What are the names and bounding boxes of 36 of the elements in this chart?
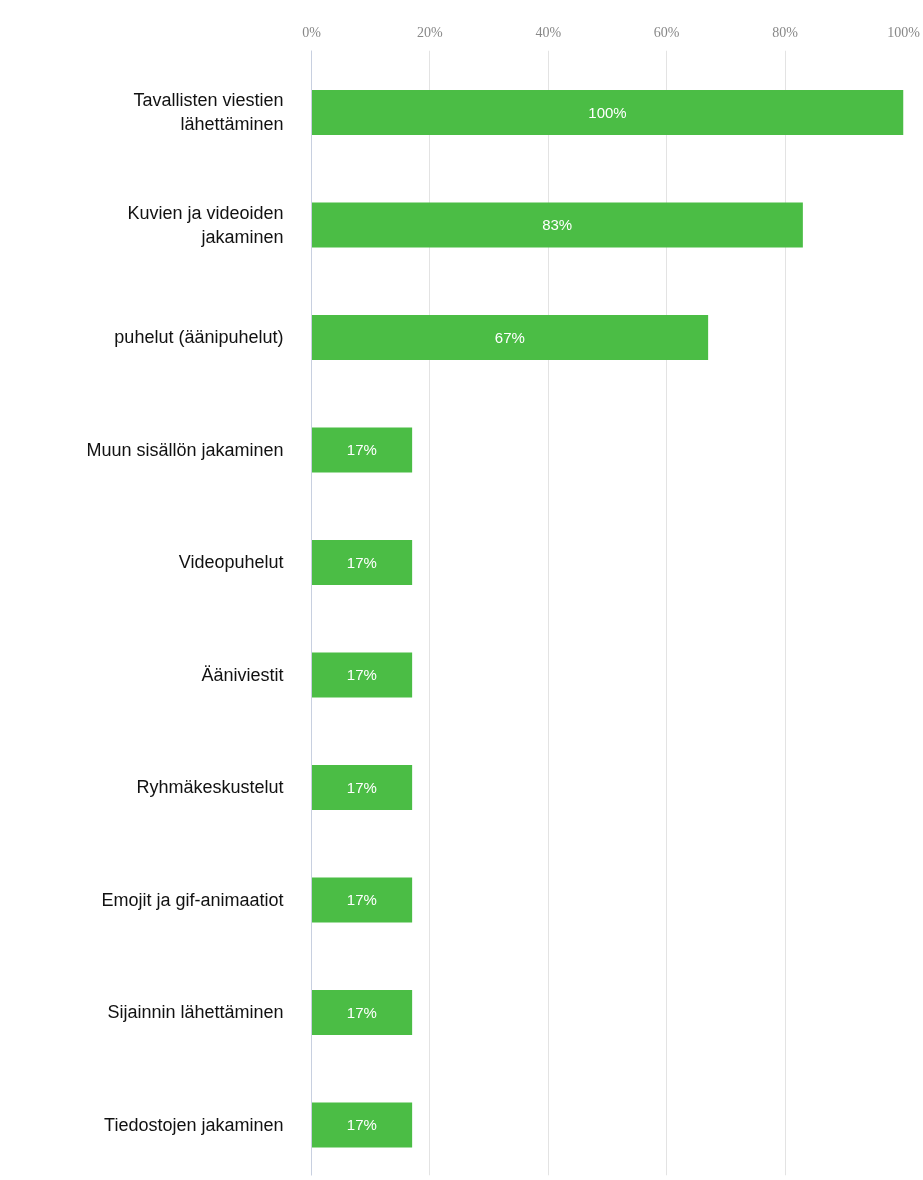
y-tick-label: Videopuhelut <box>178 552 284 573</box>
data-label: 17% <box>346 778 377 796</box>
x-tick-label: 40% <box>535 24 562 40</box>
y-tick-label: Sijainnin lähettäminen <box>107 1002 284 1023</box>
bar <box>311 89 904 135</box>
bar <box>311 764 413 810</box>
bar <box>311 427 413 473</box>
y-tick-label: Muun sisällön jakaminen <box>86 439 284 460</box>
data-label: 17% <box>346 666 377 684</box>
y-tick-label: Kuvien ja videoiden jakaminen <box>127 202 284 247</box>
x-tick-label: 20% <box>417 24 444 40</box>
data-label: 17% <box>346 1003 377 1021</box>
bar <box>311 989 413 1035</box>
data-label: 100% <box>588 103 627 121</box>
y-tick-label: Ryhmäkeskustelut <box>136 777 284 798</box>
data-label: 83% <box>542 216 573 234</box>
x-tick-label: 100% <box>887 24 921 40</box>
data-label: 17% <box>346 441 377 459</box>
bar <box>311 314 709 360</box>
y-tick-label: Ääniviestit <box>201 664 284 685</box>
bar <box>311 652 413 698</box>
y-tick-label: puhelut (äänipuhelut) <box>114 327 284 348</box>
x-tick-label: 60% <box>653 24 680 40</box>
data-label: 17% <box>346 1116 377 1134</box>
bar <box>311 877 413 923</box>
data-label: 67% <box>494 328 525 346</box>
y-tick-label: Tiedostojen jakaminen <box>104 1114 284 1135</box>
x-tick-label: 80% <box>772 24 799 40</box>
bar <box>311 1102 413 1148</box>
y-tick-label: Tavallisten viestien lähettäminen <box>133 90 284 135</box>
data-label: 17% <box>346 553 377 571</box>
bar <box>311 539 413 585</box>
data-label: 17% <box>346 891 377 909</box>
bar <box>311 202 803 248</box>
x-tick-label: 0% <box>302 24 322 40</box>
y-tick-label: Emojit ja gif-animaatiot <box>101 889 284 910</box>
